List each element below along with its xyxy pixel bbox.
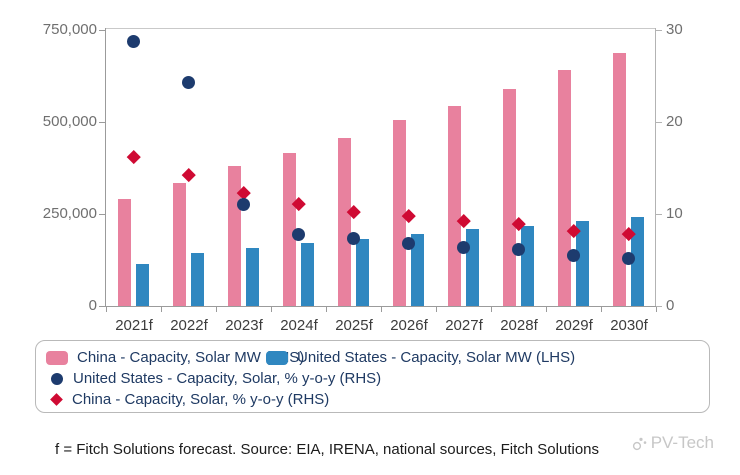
rhs-tick-mark <box>656 30 662 31</box>
lhs-tick-mark <box>99 214 105 215</box>
lhs-tick-mark <box>99 306 105 307</box>
x-tick-mark <box>601 307 602 312</box>
lhs-axis-line <box>105 28 106 307</box>
bar-us-2024f <box>301 243 314 306</box>
lhs-tick-label: 0 <box>88 297 97 314</box>
marker-us-yoy-2023f <box>237 198 250 212</box>
x-tick-mark <box>381 307 382 312</box>
footer: f = Fitch Solutions forecast. Source: EI… <box>0 428 740 475</box>
bar-us-2022f <box>191 253 204 306</box>
bar-china-2030f <box>613 53 626 306</box>
legend-label-us-capacity: United States - Capacity, Solar MW (LHS) <box>297 349 576 366</box>
bar-china-2025f <box>338 138 351 306</box>
legend-label-us-yoy: United States - Capacity, Solar, % y-o-y… <box>73 370 382 387</box>
x-tick-label-2023f: 2023f <box>225 317 263 334</box>
x-tick-label-2022f: 2022f <box>170 317 208 334</box>
x-tick-label-2027f: 2027f <box>445 317 483 334</box>
lhs-tick-label: 250,000 <box>42 205 97 222</box>
x-tick-mark <box>436 307 437 312</box>
watermark: PV-Tech <box>632 433 714 453</box>
x-tick-mark <box>106 307 107 312</box>
bar-us-2030f <box>631 217 644 306</box>
lhs-tick-label: 750,000 <box>42 21 97 38</box>
x-tick-label-2021f: 2021f <box>115 317 153 334</box>
marker-china-yoy-2022f <box>181 167 196 182</box>
pv-tech-logo-icon <box>632 437 646 450</box>
legend-item-us-yoy: United States - Capacity, Solar, % y-o-y… <box>46 370 381 387</box>
x-tick-mark <box>656 307 657 312</box>
x-axis-line <box>105 306 656 307</box>
rhs-tick-label: 20 <box>666 113 683 130</box>
legend-row-1: China - Capacity, Solar MW (LHS) United … <box>46 347 699 368</box>
rhs-tick-label: 0 <box>666 297 675 314</box>
x-tick-label-2026f: 2026f <box>390 317 428 334</box>
x-tick-label-2028f: 2028f <box>500 317 538 334</box>
legend-row-3: China - Capacity, Solar, % y-o-y (RHS) <box>46 389 699 410</box>
x-tick-mark <box>546 307 547 312</box>
legend-label-china-capacity: China - Capacity, Solar MW (LHS) <box>77 349 305 366</box>
marker-us-yoy-2022f <box>182 75 195 89</box>
bar-us-2028f <box>521 226 534 306</box>
x-tick-mark <box>326 307 327 312</box>
china-yoy-diamond-icon <box>50 393 63 406</box>
marker-us-yoy-2027f <box>457 240 470 254</box>
x-tick-label-2024f: 2024f <box>280 317 318 334</box>
chart-plot-area: 750,000 500,000 250,000 0 30 20 10 0 2021f 2022f 2… <box>42 21 683 334</box>
legend-row-2: United States - Capacity, Solar, % y-o-y… <box>46 368 699 389</box>
lhs-tick-mark <box>99 122 105 123</box>
lhs-tick-mark <box>99 30 105 31</box>
legend-label-china-yoy: China - Capacity, Solar, % y-o-y (RHS) <box>72 391 330 408</box>
legend-item-china-capacity: China - Capacity, Solar MW (LHS) <box>46 349 304 366</box>
rhs-tick-mark <box>656 214 662 215</box>
rhs-tick-mark <box>656 122 662 123</box>
china-bar-swatch-icon <box>46 350 68 365</box>
watermark-text: PV-Tech <box>650 433 714 452</box>
bar-china-2024f <box>283 153 296 306</box>
x-tick-mark <box>216 307 217 312</box>
legend-item-us-capacity: United States - Capacity, Solar MW (LHS) <box>266 349 575 366</box>
bar-china-2026f <box>393 120 406 306</box>
chart-legend: China - Capacity, Solar MW (LHS) United … <box>35 340 710 413</box>
marker-us-yoy-2024f <box>292 227 305 241</box>
x-tick-mark <box>491 307 492 312</box>
bar-us-2023f <box>246 248 259 306</box>
rhs-tick-mark <box>656 306 662 307</box>
bar-us-2029f <box>576 221 589 306</box>
marker-us-yoy-2030f <box>622 251 635 265</box>
bar-us-2026f <box>411 234 424 306</box>
x-tick-mark <box>161 307 162 312</box>
bar-china-2023f <box>228 166 241 306</box>
lhs-tick-label: 500,000 <box>42 113 97 130</box>
legend-item-china-yoy: China - Capacity, Solar, % y-o-y (RHS) <box>46 391 329 408</box>
marker-us-yoy-2021f <box>127 35 140 49</box>
rhs-tick-label: 10 <box>666 205 683 222</box>
marker-us-yoy-2028f <box>512 243 525 257</box>
bar-us-2021f <box>136 264 149 306</box>
rhs-tick-label: 30 <box>666 21 683 38</box>
rhs-axis-line <box>655 28 656 307</box>
marker-china-yoy-2021f <box>126 150 141 164</box>
bar-us-2027f <box>466 229 479 306</box>
marker-us-yoy-2025f <box>347 232 360 246</box>
marker-us-yoy-2029f <box>567 248 580 262</box>
bar-china-2022f <box>173 183 186 306</box>
x-tick-mark <box>271 307 272 312</box>
source-note: f = Fitch Solutions forecast. Source: EI… <box>55 441 599 458</box>
x-tick-label-2029f: 2029f <box>555 317 593 334</box>
us-yoy-circle-icon <box>51 372 63 385</box>
x-tick-label-2030f: 2030f <box>610 317 648 334</box>
bar-china-2029f <box>558 70 571 306</box>
us-bar-swatch-icon <box>266 350 288 365</box>
bar-us-2025f <box>356 239 369 306</box>
plot-top-border <box>105 28 656 29</box>
marker-us-yoy-2026f <box>402 236 415 250</box>
x-tick-label-2025f: 2025f <box>335 317 373 334</box>
bar-china-2028f <box>503 89 516 306</box>
bar-china-2021f <box>118 199 131 306</box>
bar-china-2027f <box>448 106 461 306</box>
